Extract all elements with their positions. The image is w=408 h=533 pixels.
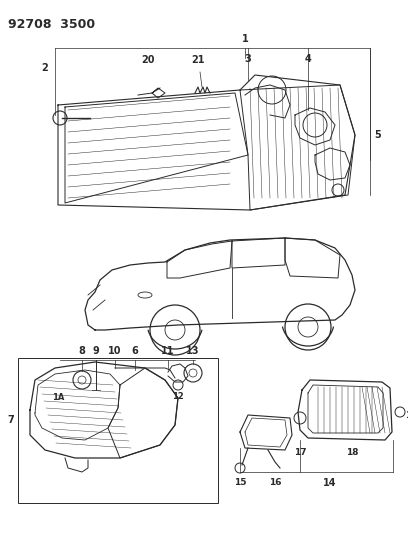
Text: 12: 12	[172, 392, 184, 401]
Text: 19: 19	[405, 410, 408, 419]
Text: 18: 18	[346, 448, 358, 457]
Text: 16: 16	[269, 478, 281, 487]
Text: 11: 11	[161, 346, 175, 356]
Text: 10: 10	[108, 346, 122, 356]
Text: 9: 9	[93, 346, 100, 356]
Text: 92708  3500: 92708 3500	[8, 18, 95, 31]
Text: 3: 3	[245, 54, 251, 64]
Text: 13: 13	[186, 346, 200, 356]
Text: 4: 4	[305, 54, 311, 64]
Text: 6: 6	[132, 346, 138, 356]
Text: 1: 1	[242, 34, 248, 44]
Text: 14: 14	[323, 478, 337, 488]
Text: 5: 5	[374, 130, 381, 140]
Text: 17: 17	[294, 448, 306, 457]
Bar	[18, 358, 218, 503]
Text: 2: 2	[41, 63, 48, 73]
Text: 20: 20	[141, 55, 155, 65]
Text: 7: 7	[7, 415, 14, 425]
Text: 15: 15	[234, 478, 246, 487]
Text: 21: 21	[191, 55, 205, 65]
Text: 1A: 1A	[52, 393, 64, 402]
Text: 8: 8	[79, 346, 85, 356]
